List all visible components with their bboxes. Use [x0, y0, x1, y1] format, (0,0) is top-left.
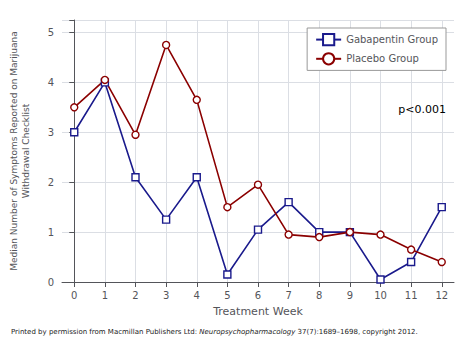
svg-text:3: 3 — [48, 127, 54, 138]
svg-text:4: 4 — [194, 290, 200, 301]
svg-text:5: 5 — [48, 27, 54, 38]
svg-text:2: 2 — [48, 177, 54, 188]
svg-text:p<0.001: p<0.001 — [398, 103, 446, 116]
svg-text:Median Number of Symptoms Repo: Median Number of Symptoms Reported on Ma… — [9, 31, 19, 270]
svg-text:0: 0 — [71, 290, 77, 301]
svg-text:7: 7 — [285, 290, 291, 301]
svg-text:1: 1 — [102, 290, 108, 301]
svg-text:2: 2 — [132, 290, 138, 301]
svg-text:9: 9 — [347, 290, 353, 301]
svg-text:Printed by permission from Mac: Printed by permission from Macmillan Pub… — [11, 328, 199, 336]
svg-text:10: 10 — [374, 290, 387, 301]
svg-text:37(7):1689–1698, copyright 201: 37(7):1689–1698, copyright 2012. — [295, 328, 417, 336]
svg-text:4: 4 — [48, 77, 54, 88]
svg-text:Withdrawal Checklist: Withdrawal Checklist — [21, 103, 31, 198]
svg-text:Neuropsychopharmacology: Neuropsychopharmacology — [199, 328, 296, 336]
svg-text:11: 11 — [405, 290, 418, 301]
svg-text:Gabapentin Group: Gabapentin Group — [346, 34, 438, 45]
svg-text:12: 12 — [435, 290, 448, 301]
svg-text:6: 6 — [255, 290, 261, 301]
svg-text:Treatment Week: Treatment Week — [212, 305, 303, 318]
svg-text:8: 8 — [316, 290, 322, 301]
svg-text:Placebo Group: Placebo Group — [346, 53, 419, 64]
svg-text:5: 5 — [224, 290, 230, 301]
svg-text:0: 0 — [48, 277, 54, 288]
svg-text:1: 1 — [48, 227, 54, 238]
svg-text:3: 3 — [163, 290, 169, 301]
